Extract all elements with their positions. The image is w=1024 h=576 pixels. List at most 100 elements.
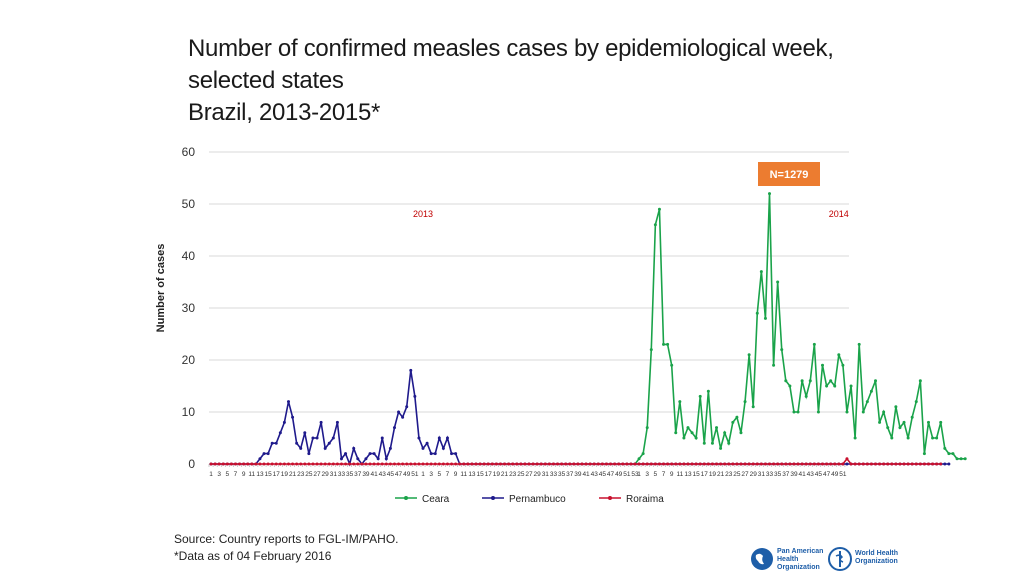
- paho-line2: Health: [777, 556, 799, 563]
- data-point-roraima: [694, 462, 698, 466]
- data-point-pernambuco: [437, 436, 441, 440]
- data-point-pernambuco: [315, 436, 319, 440]
- data-point-ceara: [715, 426, 719, 430]
- data-point-ceara: [939, 420, 943, 424]
- data-point-roraima: [861, 462, 865, 466]
- data-point-ceara: [678, 400, 682, 404]
- y-tick-label-40: 40: [182, 249, 196, 263]
- data-point-roraima: [339, 462, 343, 466]
- data-point-pernambuco: [450, 452, 454, 456]
- data-point-roraima: [286, 462, 290, 466]
- data-point-ceara: [841, 363, 845, 367]
- data-point-roraima: [543, 462, 547, 466]
- data-point-ceara: [739, 431, 743, 435]
- data-point-ceara: [869, 389, 873, 393]
- data-point-ceara: [926, 420, 930, 424]
- x-tick-label: 1: [209, 471, 213, 478]
- data-point-roraima: [662, 462, 666, 466]
- x-tick-label: 11: [460, 471, 467, 478]
- legend-marker-ceara: [404, 496, 408, 500]
- data-point-roraima: [780, 462, 784, 466]
- data-point-ceara: [768, 192, 772, 196]
- data-point-roraima: [229, 462, 233, 466]
- x-tick-label: 41: [799, 471, 807, 478]
- data-point-roraima: [584, 462, 588, 466]
- x-tick-label: 53: [631, 471, 639, 478]
- year-label-2014: 2014: [829, 209, 849, 219]
- data-point-ceara: [922, 452, 926, 456]
- data-point-roraima: [458, 462, 462, 466]
- data-point-roraima: [507, 462, 511, 466]
- data-point-roraima: [364, 462, 368, 466]
- data-point-pernambuco: [405, 405, 409, 409]
- y-tick-label-50: 50: [182, 197, 196, 211]
- x-tick-label: 47: [823, 471, 831, 478]
- data-point-pernambuco: [352, 446, 356, 450]
- source-line2: *Data as of 04 February 2016: [174, 549, 332, 563]
- data-point-ceara: [702, 441, 706, 445]
- data-point-pernambuco: [335, 420, 339, 424]
- data-point-roraima: [918, 462, 922, 466]
- data-point-ceara: [861, 410, 865, 414]
- x-tick-label: 29: [750, 471, 758, 478]
- data-point-ceara: [853, 436, 857, 440]
- data-point-roraima: [719, 462, 723, 466]
- data-point-roraima: [225, 462, 229, 466]
- data-point-ceara: [804, 394, 808, 398]
- paho-line3: Organization: [777, 564, 820, 571]
- data-point-pernambuco: [372, 452, 376, 456]
- data-point-roraima: [421, 462, 425, 466]
- data-point-roraima: [666, 462, 670, 466]
- data-point-roraima: [886, 462, 890, 466]
- legend-marker-roraima: [608, 496, 612, 500]
- x-tick-label: 43: [379, 471, 387, 478]
- x-tick-label: 27: [741, 471, 749, 478]
- data-point-roraima: [865, 462, 869, 466]
- data-point-pernambuco: [291, 415, 295, 419]
- data-point-ceara: [882, 410, 886, 414]
- data-point-roraima: [670, 462, 674, 466]
- data-point-roraima: [445, 462, 449, 466]
- data-point-ceara: [641, 452, 645, 456]
- data-point-roraima: [878, 462, 882, 466]
- data-point-roraima: [470, 462, 474, 466]
- data-point-roraima: [849, 462, 853, 466]
- data-point-roraima: [503, 462, 507, 466]
- data-point-ceara: [657, 207, 661, 211]
- data-point-roraima: [323, 462, 327, 466]
- data-point-ceara: [816, 410, 820, 414]
- data-point-roraima: [604, 462, 608, 466]
- data-point-roraima: [238, 462, 242, 466]
- data-point-roraima: [405, 462, 409, 466]
- data-point-roraima: [698, 462, 702, 466]
- data-point-ceara: [959, 457, 963, 461]
- data-point-ceara: [772, 363, 776, 367]
- data-point-roraima: [922, 462, 926, 466]
- who-line1: World Health: [855, 550, 899, 557]
- x-tick-label: 21: [501, 471, 509, 478]
- data-point-roraima: [609, 462, 613, 466]
- data-point-roraima: [372, 462, 376, 466]
- data-point-ceara: [723, 431, 727, 435]
- data-point-roraima: [706, 462, 710, 466]
- data-point-ceara: [719, 446, 723, 450]
- data-point-ceara: [751, 405, 755, 409]
- x-tick-label: 3: [429, 471, 433, 478]
- data-point-roraima: [772, 462, 776, 466]
- x-tick-label: 7: [446, 471, 450, 478]
- data-point-ceara: [918, 379, 922, 383]
- x-tick-label: 3: [217, 471, 221, 478]
- data-point-ceara: [727, 441, 731, 445]
- x-tick-label: 31: [542, 471, 550, 478]
- data-point-roraima: [808, 462, 812, 466]
- data-point-pernambuco: [356, 457, 360, 461]
- data-point-roraima: [625, 462, 629, 466]
- data-point-roraima: [413, 462, 417, 466]
- data-point-roraima: [486, 462, 490, 466]
- x-tick-label: 49: [831, 471, 839, 478]
- data-point-pernambuco: [433, 452, 437, 456]
- data-point-roraima: [853, 462, 857, 466]
- data-point-ceara: [662, 342, 666, 346]
- data-point-roraima: [311, 462, 315, 466]
- data-point-ceara: [910, 415, 914, 419]
